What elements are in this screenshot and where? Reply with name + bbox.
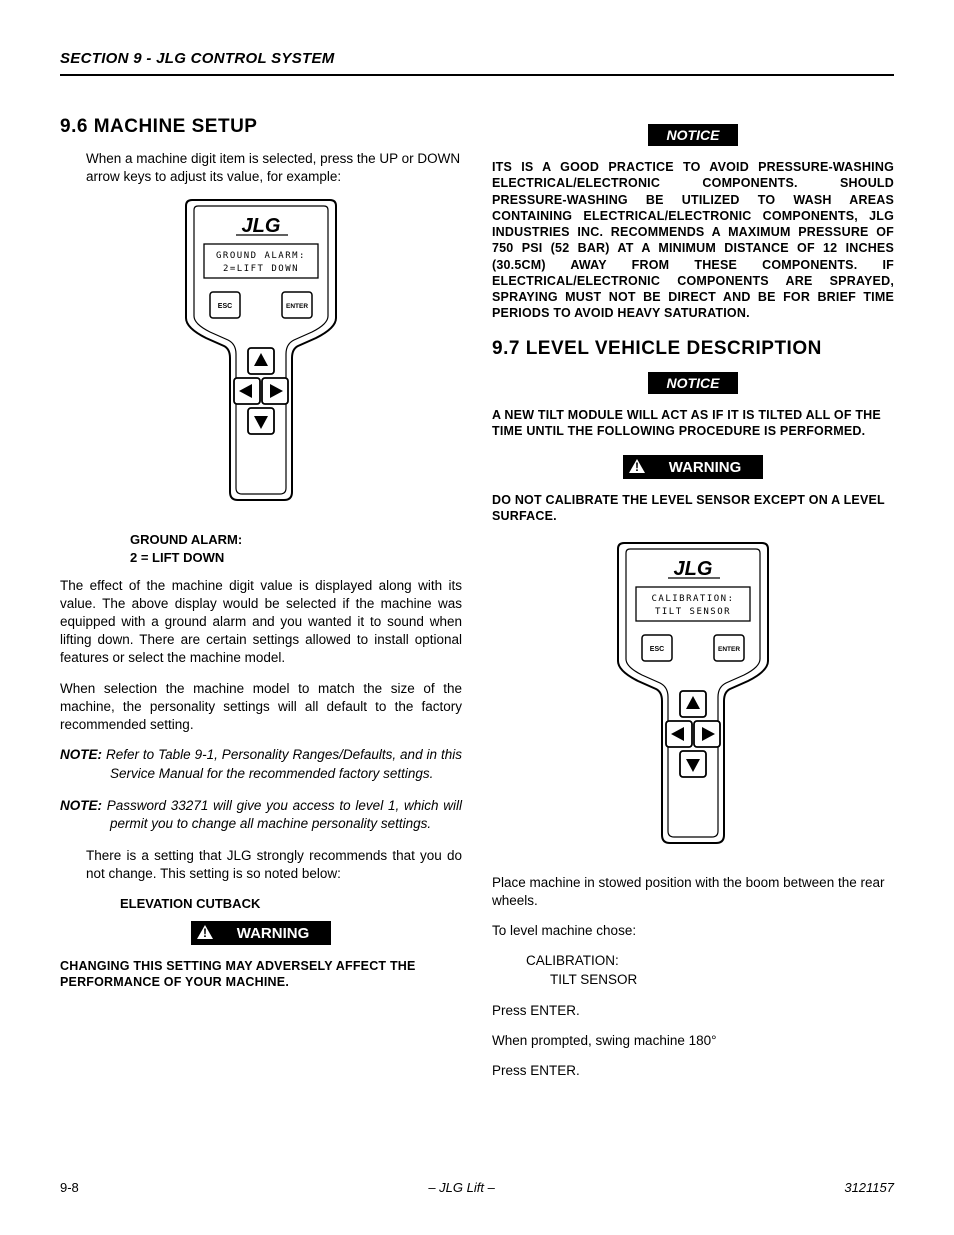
notice-label-2: NOTICE <box>667 375 721 391</box>
remote-figure-2: JLG CALIBRATION: TILT SENSOR ESC ENTER <box>492 541 894 856</box>
note2-label: NOTE: <box>60 798 102 813</box>
cal-line2: TILT SENSOR <box>550 971 894 990</box>
note-1: NOTE: Refer to Table 9-1, Personality Ra… <box>60 746 462 782</box>
footer-page: 9-8 <box>60 1180 79 1195</box>
enter-button-2: ENTER <box>718 646 740 653</box>
caption-ground-alarm: GROUND ALARM: 2 = LIFT DOWN <box>130 531 462 566</box>
note2-body: Password 33271 will give you access to l… <box>107 798 462 831</box>
analyzer-remote-icon-2: JLG CALIBRATION: TILT SENSOR ESC ENTER <box>598 541 788 851</box>
intro-text: When a machine digit item is selected, p… <box>86 150 462 186</box>
section-title: SECTION 9 - JLG CONTROL SYSTEM <box>60 50 335 67</box>
lcd2-line2: TILT SENSOR <box>655 607 731 617</box>
para-setting: There is a setting that JLG strongly rec… <box>86 847 462 883</box>
caption-line1: GROUND ALARM: <box>130 531 462 549</box>
caption-line2: 2 = LIFT DOWN <box>130 549 462 567</box>
analyzer-remote-icon: JLG GROUND ALARM: 2=LIFT DOWN ESC ENTER <box>166 198 356 508</box>
page-header: SECTION 9 - JLG CONTROL SYSTEM <box>60 50 894 76</box>
svg-text:!: ! <box>203 926 207 940</box>
footer-docnum: 3121157 <box>844 1180 894 1195</box>
lcd2-line1: CALIBRATION: <box>651 594 734 604</box>
para-swing: When prompted, swing machine 180° <box>492 1032 894 1050</box>
elevation-cutback: ELEVATION CUTBACK <box>120 896 462 911</box>
warning-badge-left: ! WARNING <box>60 921 462 950</box>
warning-text-right: DO NOT CALIBRATE THE LEVEL SENSOR EXCEPT… <box>492 492 894 525</box>
para-press2: Press ENTER. <box>492 1062 894 1080</box>
heading-9-6: 9.6 MACHINE SETUP <box>60 116 462 138</box>
warning-badge-right: ! WARNING <box>492 455 894 484</box>
calibration-block: CALIBRATION: TILT SENSOR <box>526 952 894 990</box>
content-columns: 9.6 MACHINE SETUP When a machine digit i… <box>60 116 894 1093</box>
note1-body: Refer to Table 9-1, Personality Ranges/D… <box>106 747 462 780</box>
notice-label: NOTICE <box>667 127 721 143</box>
enter-button: ENTER <box>286 303 308 310</box>
notice-1-text: ITS IS A GOOD PRACTICE TO AVOID PRESSURE… <box>492 159 894 322</box>
right-column: NOTICE ITS IS A GOOD PRACTICE TO AVOID P… <box>492 116 894 1093</box>
heading-9-7: 9.7 LEVEL VEHICLE DESCRIPTION <box>492 338 894 360</box>
jlg-logo-icon: JLG <box>242 215 281 237</box>
lcd-line1: GROUND ALARM: <box>216 251 306 261</box>
svg-text:!: ! <box>635 460 639 474</box>
para-press1: Press ENTER. <box>492 1002 894 1020</box>
notice-badge-2: NOTICE <box>492 372 894 399</box>
para-level: To level machine chose: <box>492 922 894 940</box>
esc-button-2: ESC <box>650 646 664 653</box>
lcd-line2: 2=LIFT DOWN <box>223 264 299 274</box>
warning-label-right: WARNING <box>669 459 742 476</box>
remote-figure-1: JLG GROUND ALARM: 2=LIFT DOWN ESC ENTER <box>60 198 462 513</box>
page-footer: 9-8 – JLG Lift – 3121157 <box>60 1180 894 1195</box>
note-2: NOTE: Password 33271 will give you acces… <box>60 797 462 833</box>
notice-2-text: A NEW TILT MODULE WILL ACT AS IF IT IS T… <box>492 407 894 440</box>
para-selection: When selection the machine model to matc… <box>60 680 462 735</box>
esc-button: ESC <box>218 303 232 310</box>
warning-label: WARNING <box>237 925 310 942</box>
footer-center: – JLG Lift – <box>428 1180 494 1195</box>
notice-badge-1: NOTICE <box>492 124 894 151</box>
left-column: 9.6 MACHINE SETUP When a machine digit i… <box>60 116 462 1093</box>
jlg-logo-icon-2: JLG <box>674 558 713 580</box>
cal-line1: CALIBRATION: <box>526 952 894 971</box>
para-place: Place machine in stowed position with th… <box>492 874 894 910</box>
note1-label: NOTE: <box>60 747 102 762</box>
para-effect: The effect of the machine digit value is… <box>60 577 462 668</box>
warning-text-left: CHANGING THIS SETTING MAY ADVERSELY AFFE… <box>60 958 462 991</box>
